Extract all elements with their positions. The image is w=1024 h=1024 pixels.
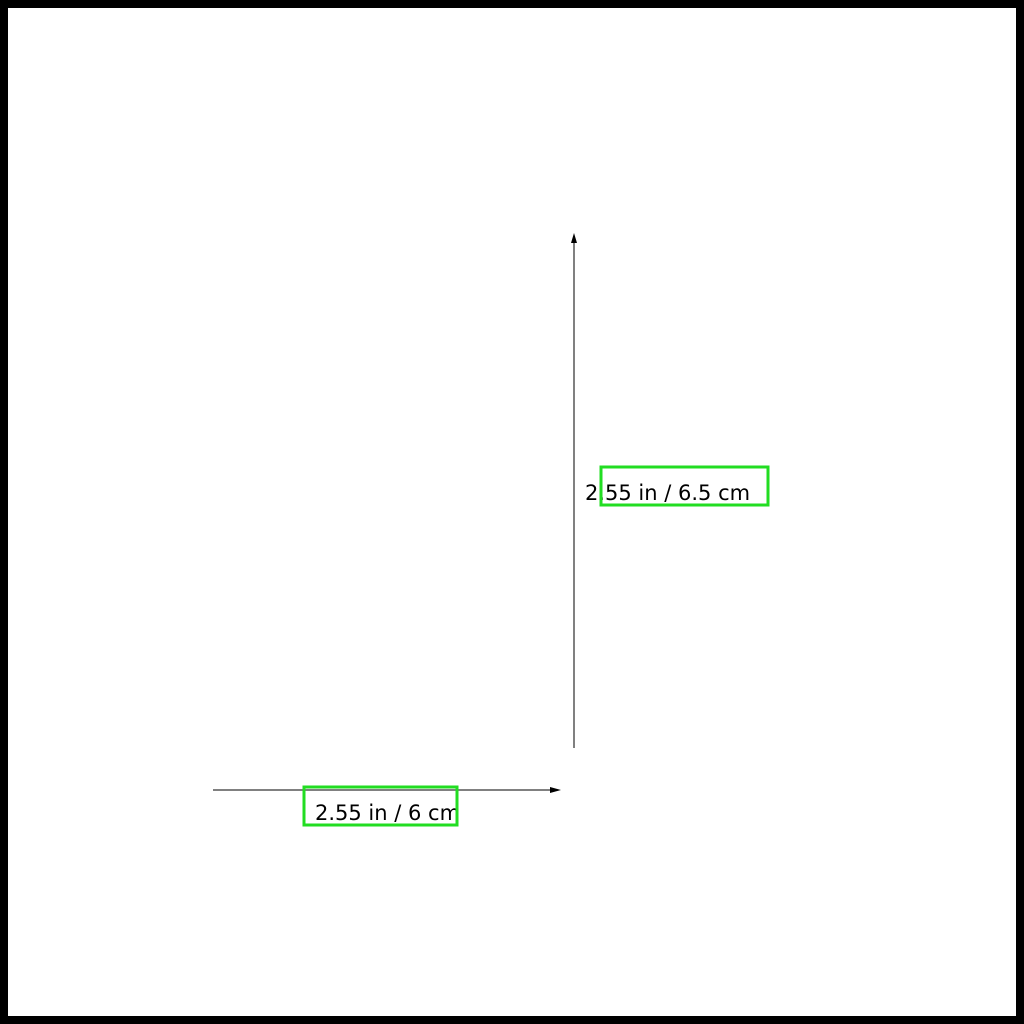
width-dimension: 2.55 in / 6 cm xyxy=(213,785,561,827)
height-dimension-label: 2.55 in / 6.5 cm xyxy=(585,481,750,505)
height-dimension: 2.55 in / 6.5 cm xyxy=(571,233,770,748)
height-label-highlight-box xyxy=(599,465,770,507)
width-arrow-head-icon xyxy=(550,787,561,793)
height-arrow-head-icon xyxy=(571,233,577,243)
width-label-highlight-box xyxy=(302,785,459,827)
width-dimension-label: 2.55 in / 6 cm xyxy=(315,801,460,825)
canvas-frame xyxy=(8,8,1016,1016)
